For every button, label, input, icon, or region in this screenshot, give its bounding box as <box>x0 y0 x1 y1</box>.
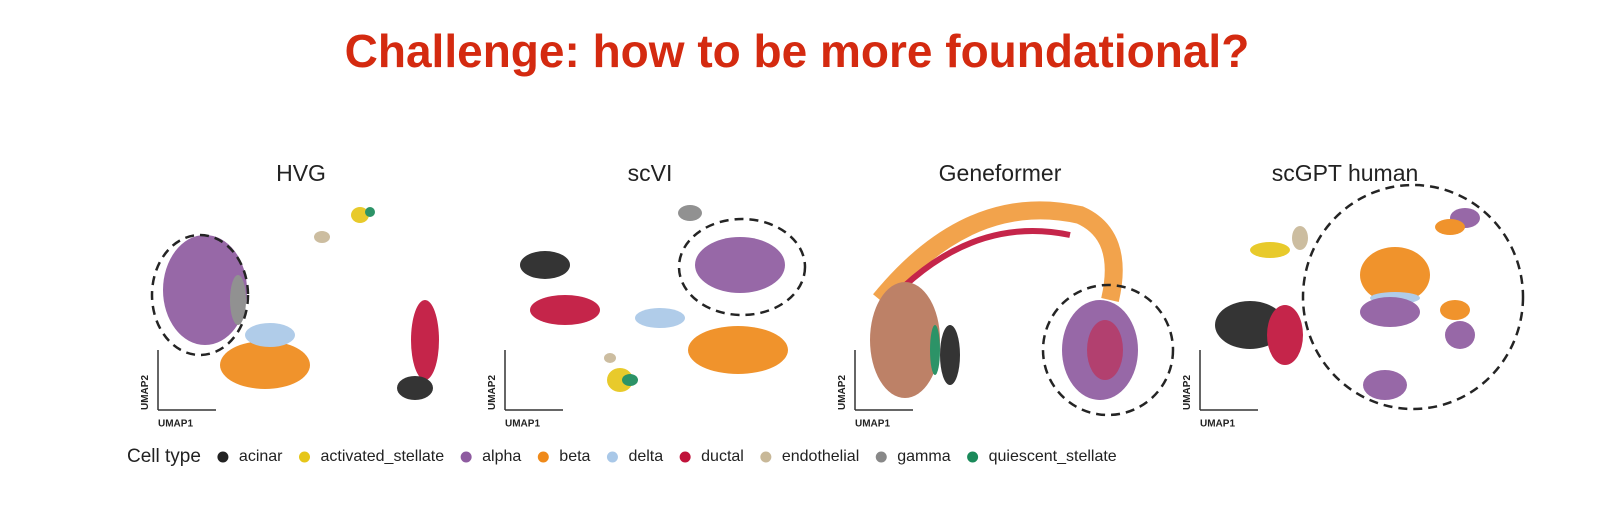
legend-label: gamma <box>897 448 950 465</box>
legend-label: endothelial <box>782 448 859 465</box>
legend-label: ductal <box>701 448 744 465</box>
legend-label: quiescent_stellate <box>989 448 1117 465</box>
axis-label: UMAP1 <box>505 419 540 430</box>
umap-clouds <box>150 183 1525 417</box>
legend-swatch <box>299 451 310 463</box>
panel-title: scVI <box>628 160 673 186</box>
legend-label: acinar <box>239 448 283 465</box>
legend-swatch <box>679 451 691 463</box>
legend-label: alpha <box>482 448 521 465</box>
panel-title: Geneformer <box>939 160 1062 186</box>
axis-label: UMAP1 <box>855 419 890 430</box>
legend-swatch <box>760 451 772 463</box>
axis-label: UMAP2 <box>1182 375 1193 410</box>
legend-swatch <box>537 451 549 463</box>
legend-label: beta <box>559 448 590 465</box>
axis-label: UMAP2 <box>140 375 151 410</box>
legend-swatch <box>460 451 472 463</box>
legend-swatch <box>967 451 979 463</box>
legend-label: activated_stellate <box>321 448 445 465</box>
panel-title: scGPT human <box>1272 160 1419 186</box>
axis-label: UMAP1 <box>1200 419 1235 430</box>
legend-label: delta <box>628 448 663 465</box>
legend-swatch <box>875 451 887 463</box>
legend-title: Cell type <box>127 446 201 467</box>
axis-label: UMAP1 <box>158 419 193 430</box>
axis-label: UMAP2 <box>837 375 848 410</box>
slide-title: Challenge: how to be more foundational? <box>345 25 1250 77</box>
legend-swatch <box>606 451 618 463</box>
legend-swatch <box>217 451 229 463</box>
panel-title: HVG <box>276 160 326 186</box>
axis-label: UMAP2 <box>487 375 498 410</box>
